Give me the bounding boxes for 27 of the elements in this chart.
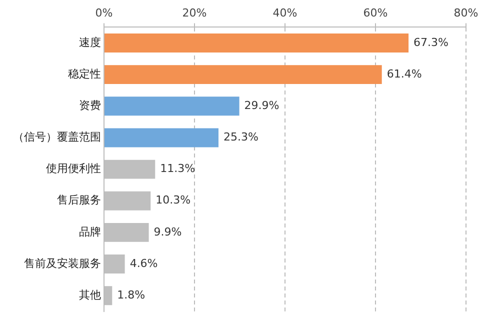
bar	[104, 65, 382, 84]
x-tick-label: 60%	[363, 6, 388, 20]
x-tick-label: 40%	[272, 6, 298, 20]
y-tick-label: 使用便利性	[46, 162, 101, 176]
y-tick-label: 速度	[79, 36, 101, 49]
bar	[104, 128, 218, 148]
y-tick-label: 稳定性	[68, 67, 101, 80]
data-label: 1.8%	[117, 288, 146, 302]
y-tick-label: （信号）覆盖范围	[13, 130, 101, 144]
data-label: 67.3%	[414, 36, 448, 49]
x-tick-label: 20%	[182, 6, 207, 20]
y-tick-label: 售前及安装服务	[24, 256, 101, 270]
y-tick-label: 其他	[79, 288, 101, 302]
y-tick-label: 售后服务	[57, 194, 101, 207]
bar	[104, 96, 240, 116]
data-label: 29.9%	[244, 99, 280, 112]
data-label: 25.3%	[223, 130, 258, 144]
x-tick-label: 0%	[95, 6, 113, 20]
data-label: 11.3%	[160, 162, 196, 176]
data-label: 61.4%	[386, 67, 422, 80]
y-tick-label: 资费	[79, 99, 101, 112]
data-label: 10.3%	[156, 194, 191, 207]
data-label: 4.6%	[130, 256, 158, 270]
y-tick-label: 品牌	[79, 225, 101, 238]
data-label: 9.9%	[154, 225, 182, 238]
bar	[104, 34, 409, 52]
x-tick-label: 80%	[454, 6, 478, 20]
